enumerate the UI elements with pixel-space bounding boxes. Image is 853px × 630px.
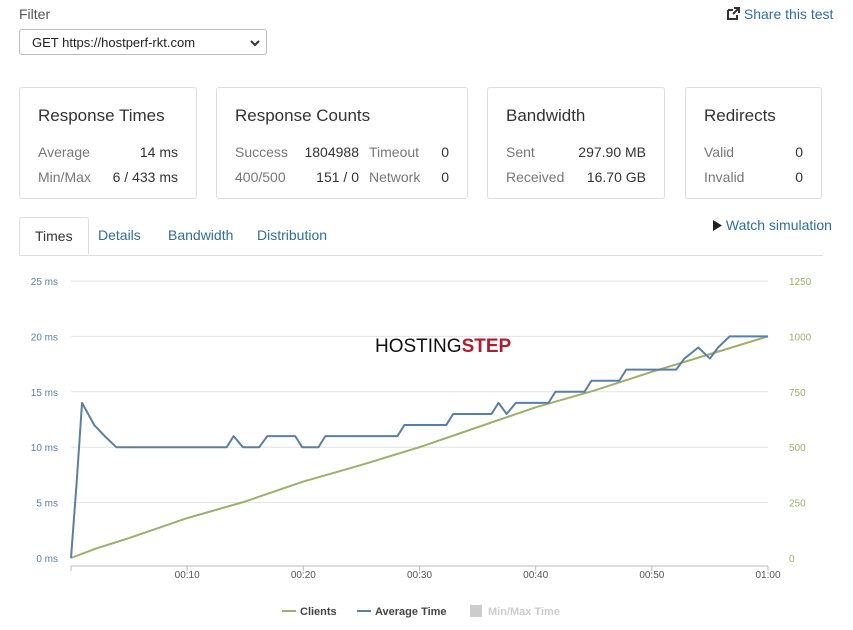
y2-tick-label: 0 xyxy=(789,554,795,565)
card-row: Sent 297.90 MB xyxy=(506,139,646,164)
watch-text: Watch simulation xyxy=(725,217,832,233)
share-link[interactable]: Share this test xyxy=(726,6,833,22)
card-row: Average 14 ms xyxy=(38,139,178,164)
filter-label: Filter xyxy=(19,6,51,22)
x-tick-label: 01:00 xyxy=(755,570,780,581)
card-value: 0 xyxy=(795,143,803,160)
x-tick-label: 00:40 xyxy=(523,570,548,581)
play-icon xyxy=(713,220,722,231)
watermark-part: STEP xyxy=(462,336,512,357)
filter-value: GET https://hostperf-rkt.com xyxy=(32,35,196,50)
card: Bandwidth Sent 297.90 MB Received 16.70 GB xyxy=(487,87,665,199)
card-label: 400/500 xyxy=(235,168,286,185)
card: Redirects Valid 0 Invalid 0 xyxy=(685,87,822,199)
y-tick-label: 25 ms xyxy=(31,277,58,288)
y2-tick-label: 500 xyxy=(789,443,806,454)
card: Response Counts Success 1804988 Timeout 0 400… xyxy=(216,87,468,199)
legend-label[interactable]: Clients xyxy=(300,606,337,618)
card-value: 297.90 MB xyxy=(578,143,646,160)
card-row: Success 1804988 Timeout 0 xyxy=(235,139,449,164)
x-tick-label: 00:50 xyxy=(639,570,664,581)
share-text: Share this test xyxy=(743,6,834,22)
y2-tick-label: 750 xyxy=(789,388,806,399)
card-row: Received 16.70 GB xyxy=(506,164,646,189)
card-value: 16.70 GB xyxy=(586,168,646,185)
watch-link[interactable]: Watch simulation xyxy=(712,217,832,233)
y2-tick-label: 1000 xyxy=(789,332,812,343)
card-label: Sent xyxy=(506,143,535,160)
series-line xyxy=(70,335,769,559)
legend-label[interactable]: Average Time xyxy=(375,606,447,618)
y-tick-label: 0 ms xyxy=(36,554,58,565)
card-label: Success xyxy=(235,143,288,160)
tab[interactable]: Bandwidth xyxy=(168,227,234,243)
y-tick-label: 10 ms xyxy=(31,443,58,454)
watermark-part: HOSTING xyxy=(375,336,462,357)
y-tick-label: 15 ms xyxy=(31,388,58,399)
card-label: Received xyxy=(506,168,565,185)
tabs: Times Details Bandwidth Distribution xyxy=(19,217,823,256)
legend-swatch xyxy=(470,605,482,617)
x-tick-label: 00:10 xyxy=(175,570,200,581)
card-title: Redirects xyxy=(704,106,776,125)
card-label: Invalid xyxy=(704,168,745,185)
card-label: Average xyxy=(38,143,90,160)
tab[interactable]: Times xyxy=(19,217,89,255)
share-icon xyxy=(727,7,740,20)
card-label: Valid xyxy=(704,143,735,160)
tab[interactable]: Details xyxy=(98,227,141,243)
card-label: Timeout xyxy=(369,143,420,160)
card-row: Invalid 0 xyxy=(704,164,803,189)
card-row: 400/500 151 / 0 Network 0 xyxy=(235,164,449,189)
card-label: Network xyxy=(369,168,421,185)
card-value: 0 xyxy=(795,168,803,185)
y2-tick-label: 250 xyxy=(789,499,806,510)
y2-tick-label: 1250 xyxy=(789,277,812,288)
card: Response Times Average 14 ms Min/Max 6 / 433… xyxy=(19,87,197,199)
card-label: Min/Max xyxy=(38,168,91,185)
tab[interactable]: Distribution xyxy=(257,227,328,243)
card-title: Bandwidth xyxy=(506,106,586,125)
legend-label[interactable]: Min/Max Time xyxy=(488,606,560,618)
y-tick-label: 5 ms xyxy=(36,499,58,510)
card-value: 1804988 xyxy=(304,143,359,160)
card-title: Response Times xyxy=(38,106,165,125)
card-value: 6 / 433 ms xyxy=(112,168,178,185)
dropdown-icon xyxy=(250,40,260,47)
y-tick-label: 20 ms xyxy=(31,332,58,343)
watermark: HOSTINGSTEP xyxy=(375,336,512,357)
series-line xyxy=(70,335,768,559)
card-value: 151 / 0 xyxy=(316,168,359,185)
x-tick-label: 00:20 xyxy=(291,570,316,581)
card-title: Response Counts xyxy=(235,106,371,125)
card-value: 0 xyxy=(441,143,449,160)
x-tick-label: 00:30 xyxy=(407,570,432,581)
card-value: 14 ms xyxy=(139,143,178,160)
card-row: Min/Max 6 / 433 ms xyxy=(38,164,178,189)
card-row: Valid 0 xyxy=(704,139,803,164)
filter-select[interactable]: GET https://hostperf-rkt.com xyxy=(19,29,267,55)
card-value: 0 xyxy=(441,168,449,185)
